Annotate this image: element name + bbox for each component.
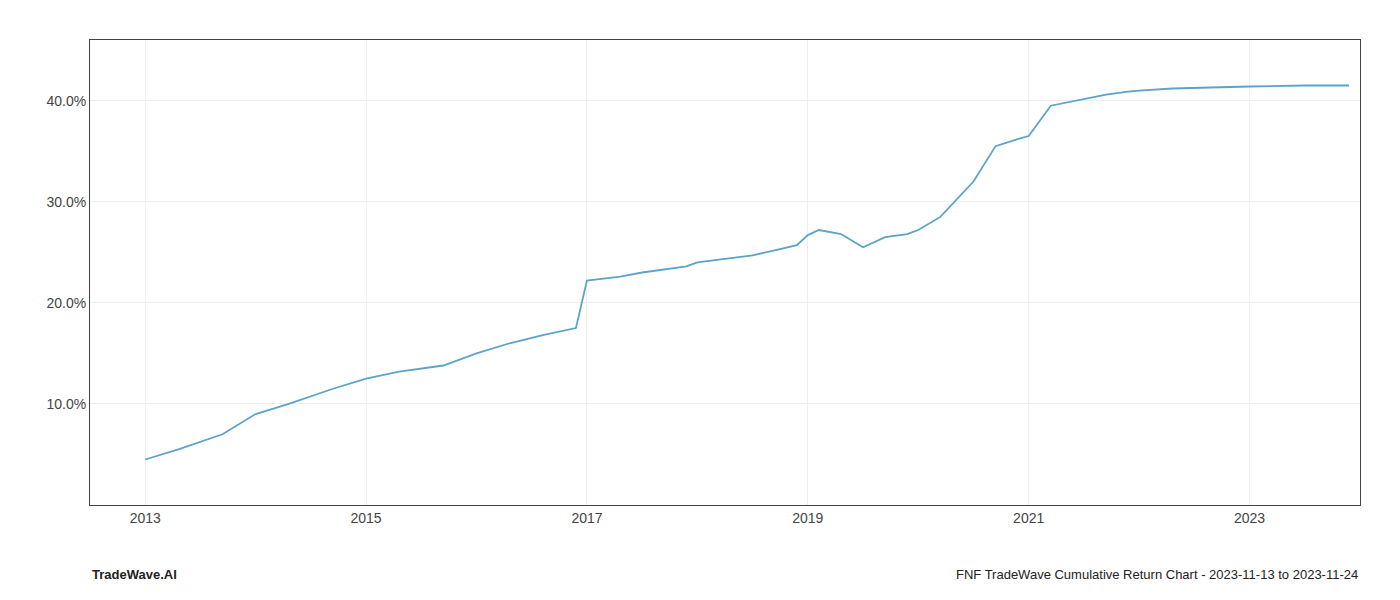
svg-text:2019: 2019	[792, 510, 823, 526]
svg-text:TradeWave.AI: TradeWave.AI	[92, 567, 177, 582]
svg-text:30.0%: 30.0%	[46, 194, 86, 210]
svg-text:2017: 2017	[571, 510, 602, 526]
svg-text:40.0%: 40.0%	[46, 93, 86, 109]
svg-text:2015: 2015	[351, 510, 382, 526]
svg-text:20.0%: 20.0%	[46, 295, 86, 311]
svg-text:10.0%: 10.0%	[46, 396, 86, 412]
svg-text:2013: 2013	[130, 510, 161, 526]
svg-text:2021: 2021	[1013, 510, 1044, 526]
svg-text:2023: 2023	[1234, 510, 1265, 526]
svg-text:FNF TradeWave Cumulative Retur: FNF TradeWave Cumulative Return Chart - …	[956, 567, 1358, 582]
